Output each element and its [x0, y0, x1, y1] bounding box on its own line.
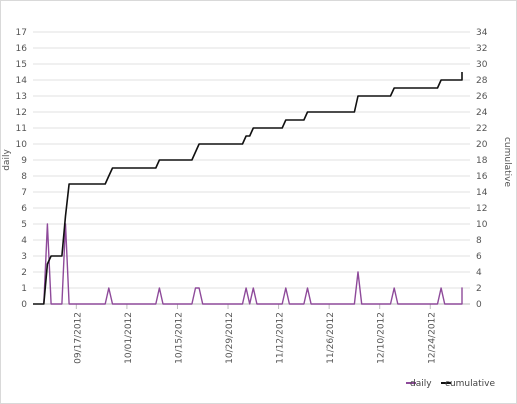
left-tick-label: 12	[16, 108, 27, 118]
left-tick-label: 16	[16, 44, 28, 54]
x-tick-label: 10/29/2012	[225, 312, 235, 364]
left-tick-label: 7	[21, 188, 27, 198]
right-tick-label: 6	[476, 252, 482, 262]
right-tick-label: 12	[476, 204, 487, 214]
series-line-cumulative	[33, 72, 463, 305]
right-tick-label: 20	[476, 140, 488, 150]
right-tick-label: 32	[476, 44, 487, 54]
gridlines	[33, 31, 470, 289]
x-tick-label: 12/24/2012	[427, 312, 437, 364]
x-tick-label: 11/12/2012	[276, 312, 286, 364]
right-tick-label: 18	[476, 156, 488, 166]
left-tick-label: 8	[21, 172, 27, 182]
right-tick-label: 34	[476, 28, 488, 38]
right-axis-title: cumulative	[502, 137, 512, 187]
left-tick-label: 13	[16, 92, 27, 102]
left-tick-label: 10	[16, 140, 28, 150]
x-tick-label: 12/10/2012	[377, 312, 387, 364]
right-tick-label: 30	[476, 60, 488, 70]
left-axis-title: daily	[2, 149, 12, 171]
right-tick-label: 4	[476, 268, 482, 278]
legend-label-cumulative: cumulative	[445, 379, 495, 389]
left-tick-label: 1	[21, 284, 27, 294]
right-tick-label: 16	[476, 172, 488, 182]
legend-item-daily[interactable]: daily	[406, 379, 432, 389]
right-tick-label: 22	[476, 124, 487, 134]
right-tick-label: 8	[476, 236, 482, 246]
left-tick-label: 14	[16, 76, 28, 86]
right-tick-label: 14	[476, 188, 488, 198]
right-tick-label: 2	[476, 284, 482, 294]
x-tick-label: 11/26/2012	[326, 312, 336, 364]
legend-item-cumulative[interactable]: cumulative	[441, 379, 495, 389]
x-tick-label: 10/15/2012	[174, 312, 184, 364]
left-tick-label: 2	[21, 268, 27, 278]
left-tick-label: 17	[16, 28, 27, 38]
left-tick-label: 15	[16, 60, 27, 70]
right-tick-label: 24	[476, 108, 488, 118]
legend-label-daily: daily	[410, 379, 432, 389]
x-tick-label: 10/01/2012	[124, 312, 134, 364]
right-tick-label: 10	[476, 220, 488, 230]
right-tick-label: 0	[476, 300, 482, 310]
x-axis-ticks: 09/17/2012 10/01/2012 10/15/2012 10/29/2012…	[73, 304, 437, 364]
left-tick-label: 5	[21, 220, 27, 230]
left-tick-label: 4	[21, 236, 27, 246]
left-tick-label: 0	[21, 300, 27, 310]
right-tick-label: 28	[476, 76, 488, 86]
series-line-daily	[43, 223, 463, 305]
series-lines	[33, 72, 463, 305]
right-tick-label: 26	[476, 92, 488, 102]
x-tick-label: 09/17/2012	[73, 312, 83, 364]
left-tick-label: 3	[21, 252, 27, 262]
left-tick-label: 11	[16, 124, 27, 134]
legend[interactable]: daily cumulative	[406, 379, 495, 389]
left-tick-label: 9	[21, 156, 27, 166]
left-tick-label: 6	[21, 204, 27, 214]
